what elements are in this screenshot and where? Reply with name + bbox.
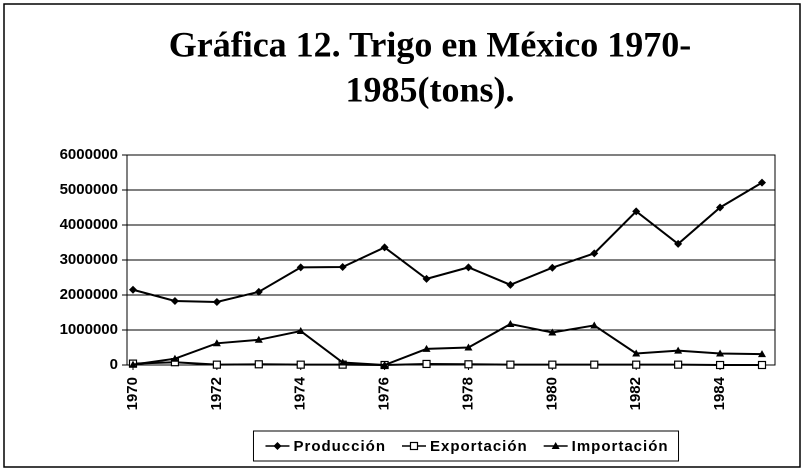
marker	[590, 360, 599, 369]
x-tick-label: 1974	[292, 376, 309, 410]
marker	[338, 263, 347, 271]
marker	[422, 359, 431, 369]
y-tick-label: 5000000	[60, 181, 118, 198]
marker	[674, 360, 683, 369]
marker	[548, 360, 557, 369]
marker	[758, 350, 766, 358]
marker	[212, 298, 221, 306]
marker	[212, 339, 221, 347]
legend: Producción Exportación Importación	[252, 430, 680, 462]
marker	[506, 360, 515, 369]
marker	[170, 354, 179, 362]
marker	[632, 360, 641, 369]
marker	[170, 296, 179, 305]
legend-box	[252, 430, 680, 462]
marker	[632, 349, 641, 357]
series-line	[132, 181, 763, 304]
y-tick-label: 3000000	[60, 251, 118, 268]
marker	[338, 358, 347, 366]
x-tick-label: 1978	[459, 377, 476, 410]
y-tick-label: 1000000	[60, 321, 118, 338]
marker	[380, 243, 389, 252]
marker	[464, 343, 473, 351]
marker	[296, 263, 305, 272]
marker	[590, 249, 599, 258]
marker	[757, 360, 767, 370]
marker	[758, 178, 766, 187]
marker	[506, 280, 515, 289]
x-tick-label: 1970	[124, 377, 141, 410]
chart-title: 1985(tons).	[346, 69, 515, 109]
marker	[674, 346, 683, 354]
marker	[409, 441, 419, 451]
marker	[548, 328, 557, 336]
y-tick-label: 4000000	[60, 216, 118, 233]
x-tick-label: 1980	[543, 377, 560, 410]
marker	[254, 360, 263, 369]
x-tick-label: 1982	[627, 377, 644, 410]
marker	[632, 207, 641, 216]
marker	[129, 285, 137, 294]
chart-title: Gráfica 12. Trigo en México 1970-	[169, 24, 692, 64]
legend-label: Importación	[572, 438, 669, 455]
marker	[254, 287, 263, 296]
x-tick-label: 1972	[208, 377, 225, 410]
marker	[212, 360, 221, 369]
marker	[254, 335, 263, 343]
marker	[380, 361, 389, 368]
y-tick-label: 0	[110, 356, 118, 373]
series-line	[132, 322, 763, 367]
marker	[716, 349, 725, 357]
marker	[716, 203, 725, 212]
marker	[506, 320, 515, 328]
marker	[273, 442, 282, 450]
series-line	[132, 361, 762, 367]
marker	[422, 274, 431, 283]
y-tick-label: 6000000	[60, 146, 118, 163]
marker	[464, 360, 473, 369]
marker	[464, 263, 473, 272]
marker	[548, 263, 557, 272]
marker	[296, 360, 305, 369]
x-tick-label: 1984	[711, 376, 728, 410]
marker	[422, 344, 431, 352]
legend-label: Producción	[293, 438, 386, 455]
marker	[296, 327, 305, 335]
x-tick-label: 1976	[376, 377, 393, 410]
legend-label: Exportación	[430, 438, 528, 455]
marker	[551, 442, 560, 449]
marker	[715, 360, 725, 370]
marker	[674, 239, 683, 248]
y-tick-label: 2000000	[60, 286, 118, 303]
marker	[129, 360, 137, 368]
marker	[590, 321, 599, 329]
